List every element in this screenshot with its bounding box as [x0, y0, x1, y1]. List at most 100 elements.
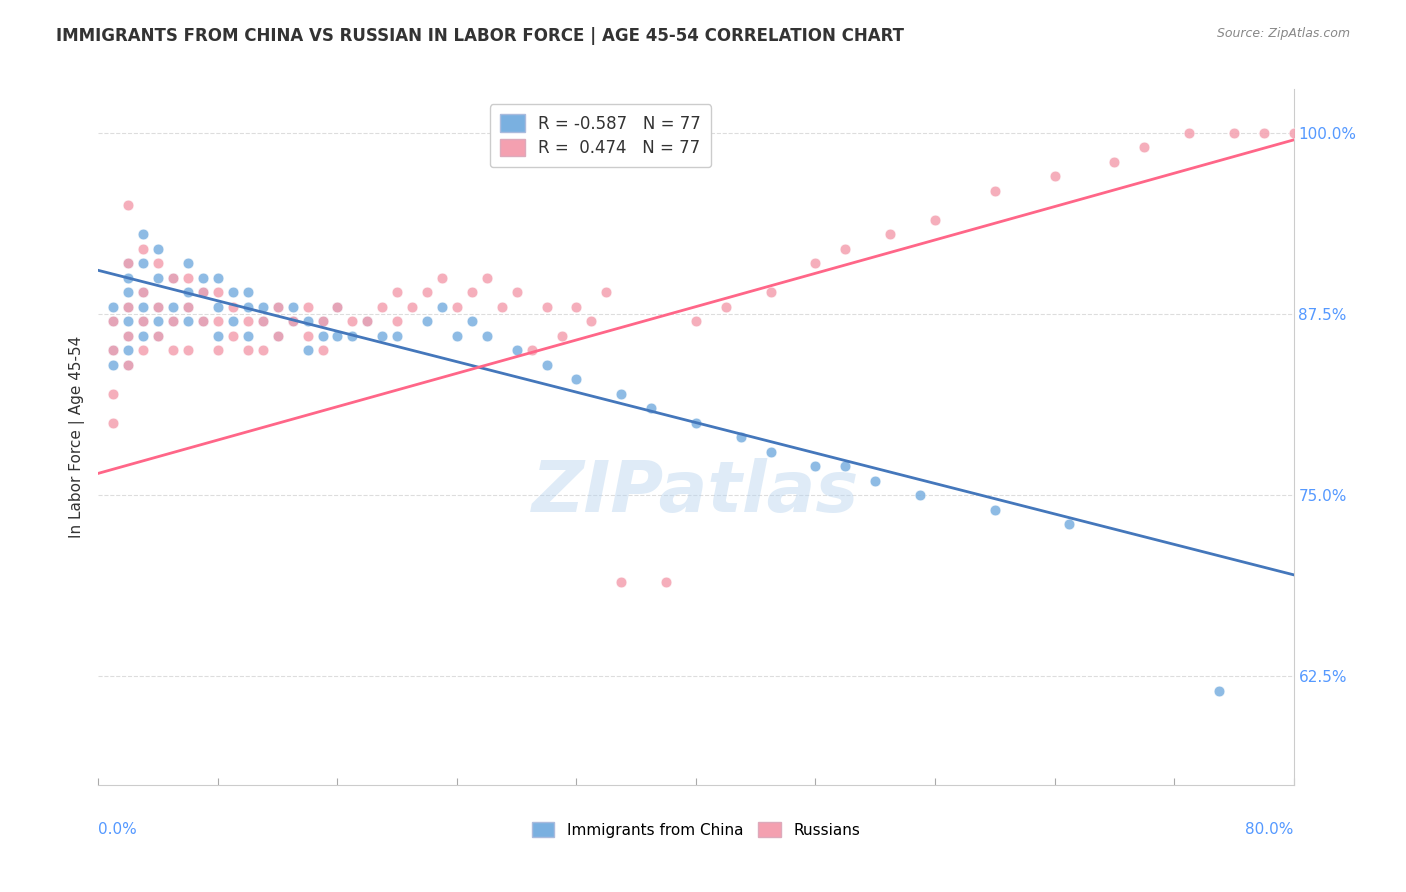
- Point: [1282, 126, 1305, 140]
- Point: [162, 314, 184, 328]
- Point: [252, 343, 274, 358]
- Point: [804, 256, 827, 270]
- Point: [148, 270, 170, 285]
- Point: [461, 314, 484, 328]
- Point: [117, 300, 139, 314]
- Point: [207, 343, 229, 358]
- Point: [834, 242, 856, 256]
- Point: [759, 285, 782, 300]
- Point: [252, 314, 274, 328]
- Point: [236, 285, 259, 300]
- Legend: Immigrants from China, Russians: Immigrants from China, Russians: [523, 813, 869, 847]
- Point: [162, 343, 184, 358]
- Point: [103, 343, 125, 358]
- Point: [148, 328, 170, 343]
- Point: [103, 300, 125, 314]
- Point: [281, 300, 304, 314]
- Point: [326, 300, 349, 314]
- Point: [565, 372, 588, 386]
- Point: [236, 300, 259, 314]
- Point: [311, 343, 333, 358]
- Text: ZIPatlas: ZIPatlas: [533, 458, 859, 527]
- Point: [252, 300, 274, 314]
- Point: [162, 314, 184, 328]
- Point: [103, 386, 125, 401]
- Point: [267, 328, 290, 343]
- Point: [132, 285, 155, 300]
- Point: [385, 285, 409, 300]
- Point: [207, 314, 229, 328]
- Point: [148, 242, 170, 256]
- Point: [177, 343, 200, 358]
- Point: [222, 328, 245, 343]
- Point: [385, 328, 409, 343]
- Point: [177, 270, 200, 285]
- Point: [132, 314, 155, 328]
- Text: Source: ZipAtlas.com: Source: ZipAtlas.com: [1216, 27, 1350, 40]
- Point: [132, 285, 155, 300]
- Point: [297, 328, 319, 343]
- Point: [311, 328, 333, 343]
- Point: [520, 343, 543, 358]
- Point: [1104, 154, 1126, 169]
- Point: [714, 300, 737, 314]
- Point: [430, 270, 453, 285]
- Point: [356, 314, 378, 328]
- Point: [865, 474, 887, 488]
- Point: [148, 300, 170, 314]
- Point: [1253, 126, 1275, 140]
- Point: [581, 314, 603, 328]
- Point: [550, 328, 572, 343]
- Point: [222, 285, 245, 300]
- Point: [1059, 517, 1081, 532]
- Point: [177, 300, 200, 314]
- Point: [1223, 126, 1246, 140]
- Point: [103, 416, 125, 430]
- Point: [236, 328, 259, 343]
- Text: IMMIGRANTS FROM CHINA VS RUSSIAN IN LABOR FORCE | AGE 45-54 CORRELATION CHART: IMMIGRANTS FROM CHINA VS RUSSIAN IN LABO…: [56, 27, 904, 45]
- Y-axis label: In Labor Force | Age 45-54: In Labor Force | Age 45-54: [69, 336, 84, 538]
- Point: [834, 459, 856, 474]
- Point: [281, 314, 304, 328]
- Point: [132, 328, 155, 343]
- Point: [610, 575, 633, 590]
- Point: [356, 314, 378, 328]
- Point: [1208, 683, 1230, 698]
- Point: [908, 488, 931, 502]
- Point: [222, 300, 245, 314]
- Point: [103, 343, 125, 358]
- Point: [117, 328, 139, 343]
- Point: [177, 285, 200, 300]
- Point: [207, 300, 229, 314]
- Point: [132, 343, 155, 358]
- Point: [117, 300, 139, 314]
- Point: [924, 212, 946, 227]
- Point: [177, 300, 200, 314]
- Point: [759, 444, 782, 458]
- Point: [506, 285, 529, 300]
- Point: [326, 300, 349, 314]
- Point: [191, 285, 214, 300]
- Point: [342, 328, 364, 343]
- Point: [117, 358, 139, 372]
- Point: [461, 285, 484, 300]
- Point: [267, 300, 290, 314]
- Point: [267, 328, 290, 343]
- Point: [311, 314, 333, 328]
- Point: [342, 314, 364, 328]
- Point: [685, 416, 707, 430]
- Point: [311, 314, 333, 328]
- Point: [804, 459, 827, 474]
- Point: [236, 343, 259, 358]
- Point: [207, 270, 229, 285]
- Point: [1178, 126, 1201, 140]
- Point: [117, 358, 139, 372]
- Point: [103, 358, 125, 372]
- Point: [148, 300, 170, 314]
- Point: [117, 314, 139, 328]
- Point: [371, 300, 394, 314]
- Point: [267, 300, 290, 314]
- Point: [162, 300, 184, 314]
- Point: [191, 285, 214, 300]
- Point: [297, 343, 319, 358]
